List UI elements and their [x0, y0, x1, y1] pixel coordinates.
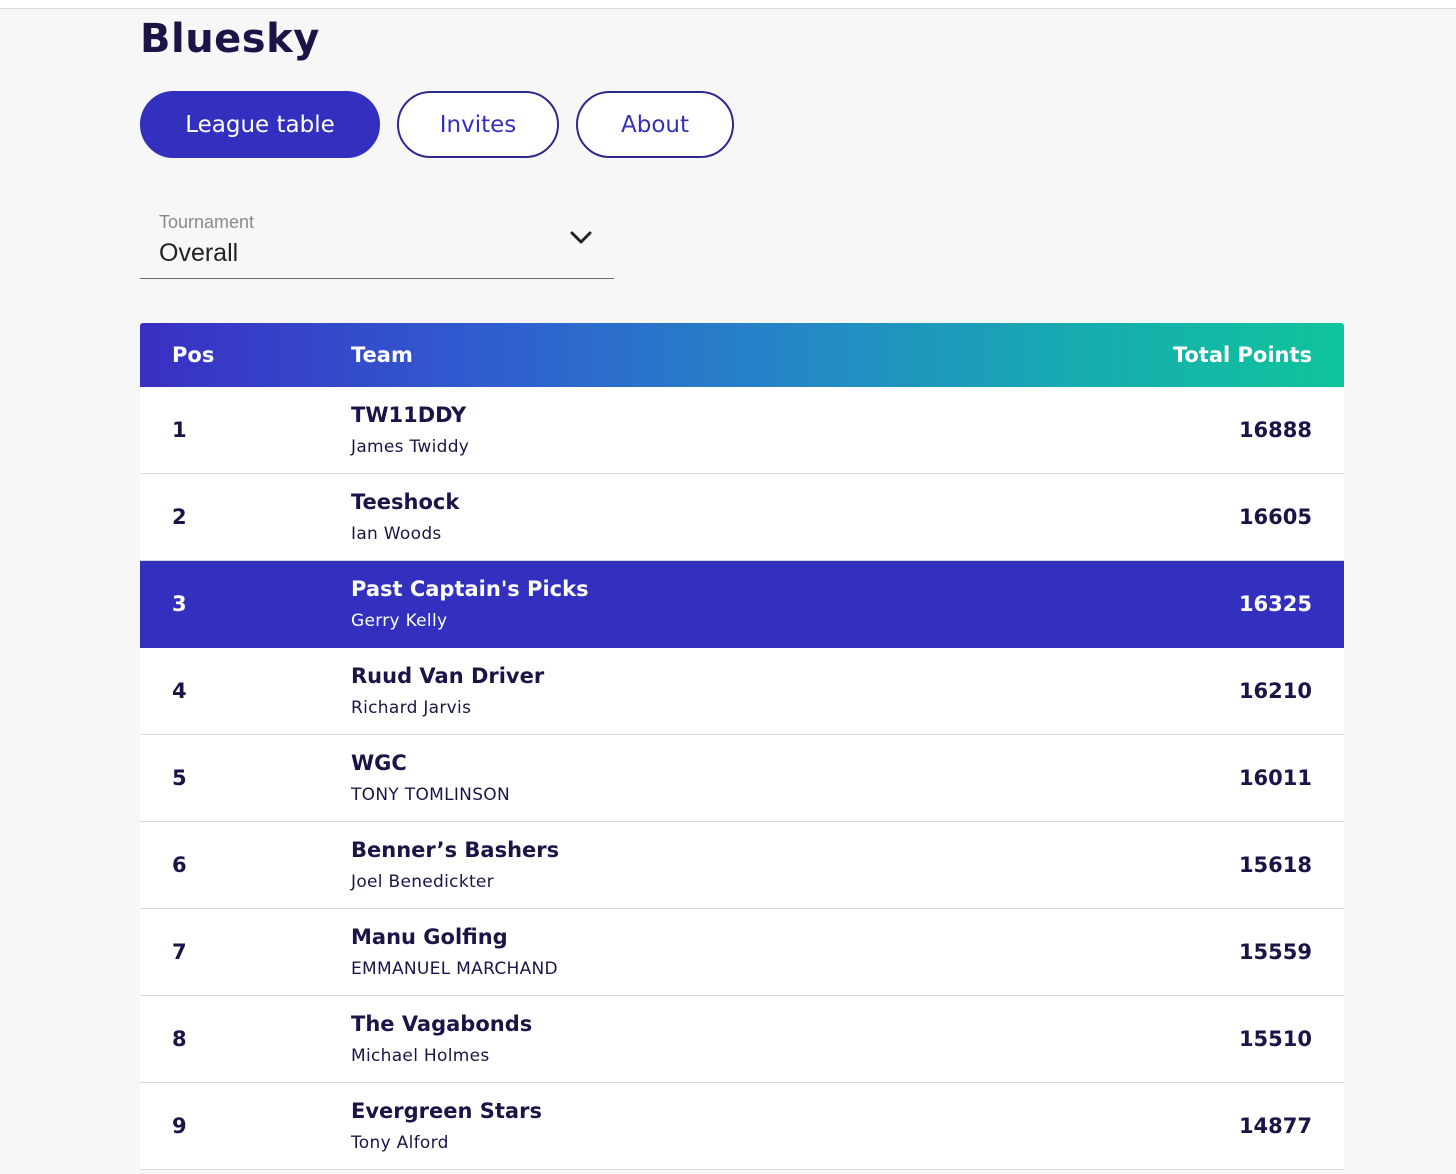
table-row-highlighted[interactable]: 3 Past Captain's Picks Gerry Kelly 16325 — [140, 561, 1344, 648]
tab-invites[interactable]: Invites — [397, 91, 559, 158]
row-total-points: 16605 — [1238, 505, 1312, 529]
row-manager-name: EMMANUEL MARCHAND — [351, 959, 558, 979]
tournament-select-value: Overall — [159, 239, 239, 267]
table-row[interactable]: 4 Ruud Van Driver Richard Jarvis 16210 — [140, 648, 1344, 735]
chevron-down-icon[interactable] — [570, 230, 592, 246]
column-header-pos[interactable]: Pos — [172, 343, 215, 367]
table-row[interactable]: 9 Evergreen Stars Tony Alford 14877 — [140, 1083, 1344, 1170]
row-manager-name: Joel Benedickter — [351, 872, 494, 892]
table-row[interactable]: 1 TW11DDY James Twiddy 16888 — [140, 387, 1344, 474]
table-header: Pos Team Total Points — [140, 323, 1344, 387]
row-position: 2 — [172, 505, 187, 529]
tab-about[interactable]: About — [576, 91, 734, 158]
row-position: 6 — [172, 853, 187, 877]
row-team-name[interactable]: Evergreen Stars — [351, 1099, 542, 1123]
table-row[interactable]: 5 WGC TONY TOMLINSON 16011 — [140, 735, 1344, 822]
table-row[interactable]: 6 Benner’s Bashers Joel Benedickter 1561… — [140, 822, 1344, 909]
row-position: 1 — [172, 418, 187, 442]
row-manager-name: Gerry Kelly — [351, 611, 448, 631]
row-position: 8 — [172, 1027, 187, 1051]
page-title: Bluesky — [140, 16, 320, 62]
row-team-name[interactable]: WGC — [351, 751, 407, 775]
tournament-select[interactable]: Tournament Overall — [140, 208, 614, 279]
row-total-points: 15559 — [1238, 940, 1312, 964]
row-total-points: 16888 — [1238, 418, 1312, 442]
row-manager-name: TONY TOMLINSON — [351, 785, 510, 805]
table-row[interactable]: 2 Teeshock Ian Woods 16605 — [140, 474, 1344, 561]
row-total-points: 16325 — [1238, 592, 1312, 616]
league-table: Pos Team Total Points 1 TW11DDY James Tw… — [140, 323, 1344, 1170]
row-manager-name: Ian Woods — [351, 524, 442, 544]
row-manager-name: James Twiddy — [351, 437, 470, 457]
row-team-name[interactable]: The Vagabonds — [351, 1012, 533, 1036]
row-team-name[interactable]: Teeshock — [351, 490, 460, 514]
row-team-name[interactable]: Benner’s Bashers — [351, 838, 560, 862]
row-team-name[interactable]: TW11DDY — [351, 403, 467, 427]
tab-league-table[interactable]: League table — [140, 91, 380, 158]
row-manager-name: Tony Alford — [351, 1133, 449, 1153]
row-position: 7 — [172, 940, 187, 964]
table-row[interactable]: 7 Manu Golfing EMMANUEL MARCHAND 15559 — [140, 909, 1344, 996]
row-team-name[interactable]: Past Captain's Picks — [351, 577, 589, 601]
row-position: 3 — [172, 592, 187, 616]
row-total-points: 15510 — [1238, 1027, 1312, 1051]
row-total-points: 16011 — [1238, 766, 1312, 790]
column-header-total-points[interactable]: Total Points — [1172, 343, 1312, 367]
row-total-points: 15618 — [1238, 853, 1312, 877]
row-team-name[interactable]: Ruud Van Driver — [351, 664, 545, 688]
row-position: 5 — [172, 766, 187, 790]
row-manager-name: Richard Jarvis — [351, 698, 472, 718]
row-team-name[interactable]: Manu Golfing — [351, 925, 508, 949]
row-total-points: 16210 — [1238, 679, 1312, 703]
top-divider — [0, 0, 1456, 9]
row-manager-name: Michael Holmes — [351, 1046, 490, 1066]
tab-bar: League table Invites About — [140, 91, 734, 158]
column-header-team[interactable]: Team — [351, 343, 413, 367]
row-position: 4 — [172, 679, 187, 703]
table-row[interactable]: 8 The Vagabonds Michael Holmes 15510 — [140, 996, 1344, 1083]
row-position: 9 — [172, 1114, 187, 1138]
row-total-points: 14877 — [1238, 1114, 1312, 1138]
tournament-select-label: Tournament — [159, 212, 255, 232]
